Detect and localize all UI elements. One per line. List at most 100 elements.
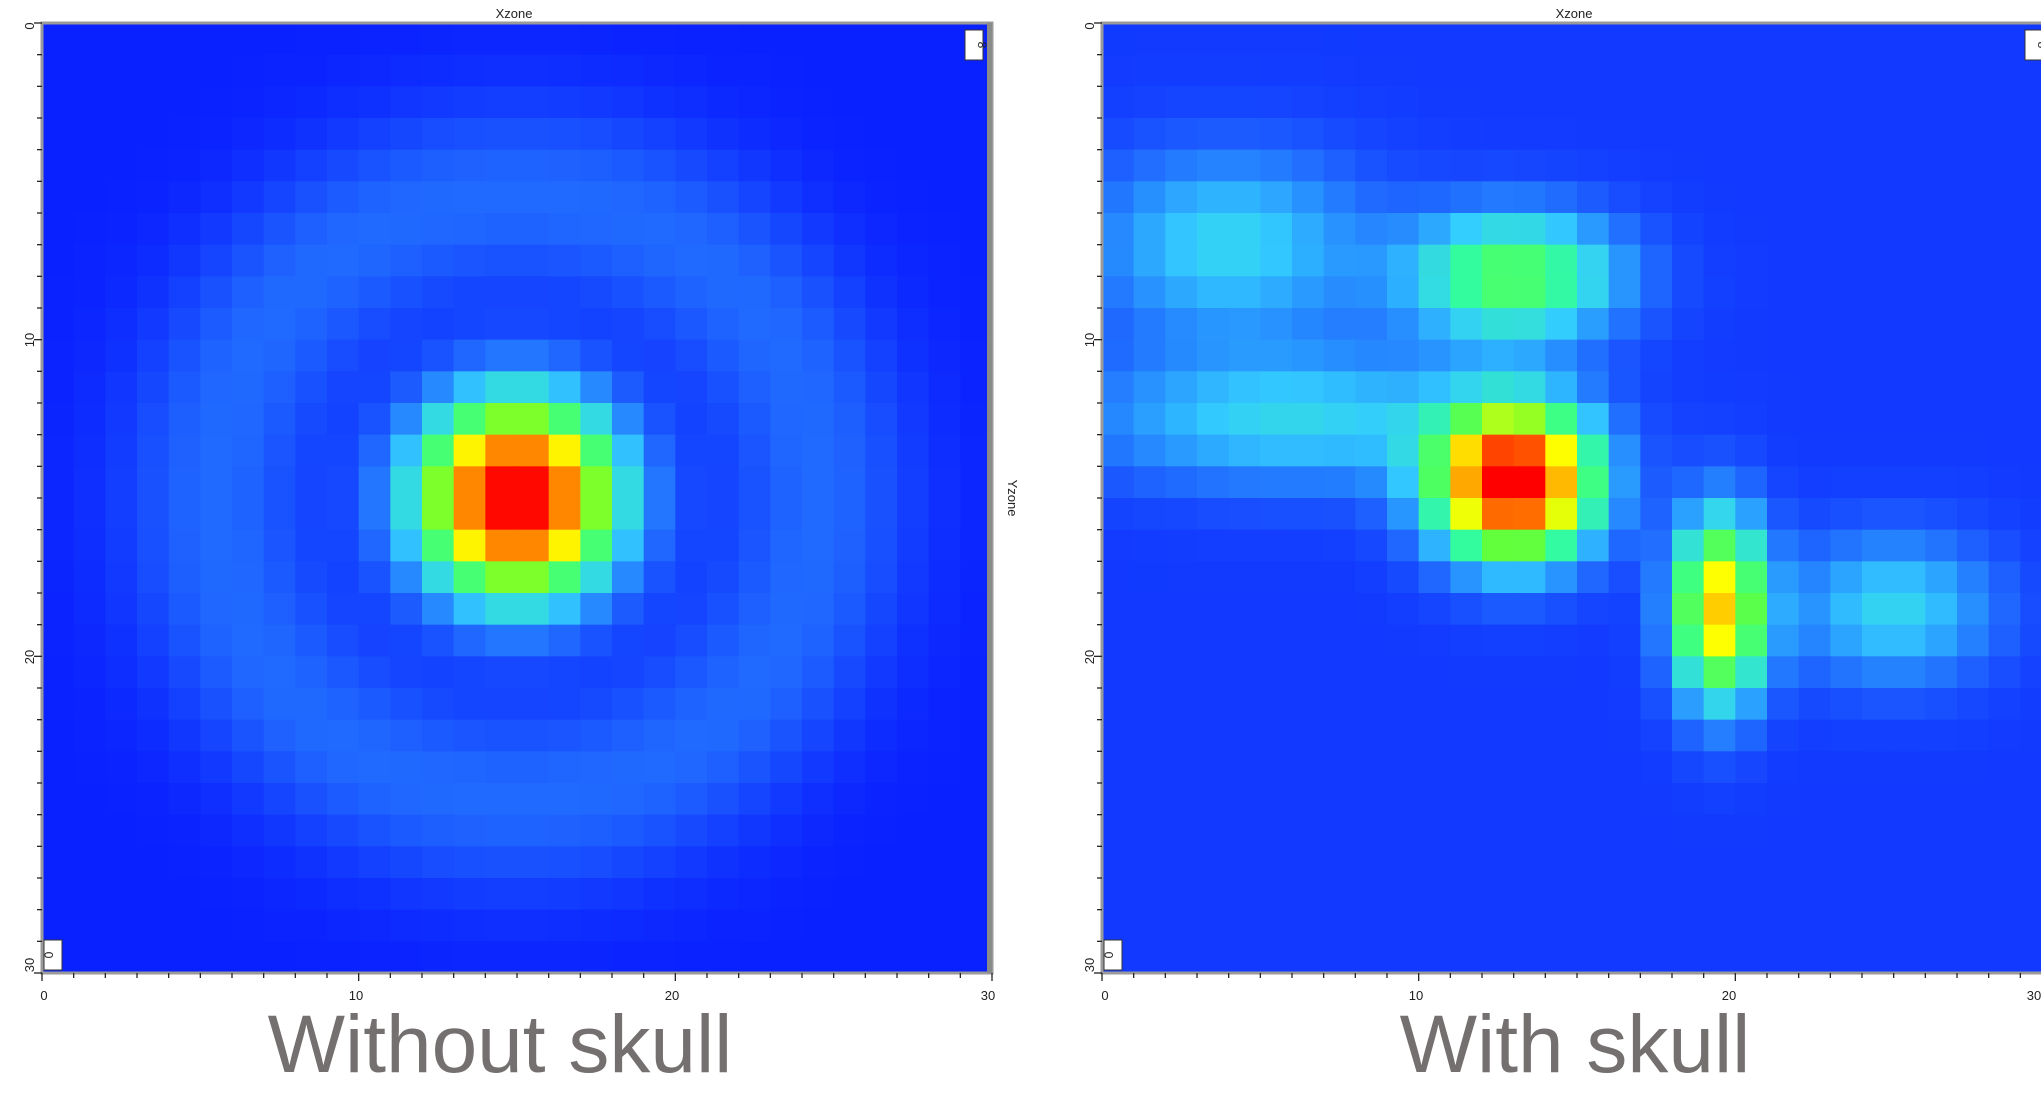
heatmap-cell	[643, 118, 676, 151]
heatmap-cell	[1387, 814, 1420, 847]
heatmap-cell	[1260, 719, 1293, 752]
heatmap-cell	[105, 371, 138, 404]
heatmap-cell	[580, 529, 613, 562]
heatmap-cell	[1133, 434, 1166, 467]
heatmap-cell	[200, 149, 233, 182]
heatmap-cell	[200, 308, 233, 341]
heatmap-cell	[1577, 878, 1610, 911]
heatmap-cell	[42, 276, 75, 309]
heatmap-cell	[105, 434, 138, 467]
heatmap-cell	[865, 86, 898, 119]
heatmap-cell	[1703, 244, 1736, 277]
heatmap-cell	[897, 403, 930, 436]
heatmap-cell	[770, 371, 803, 404]
heatmap-cell	[168, 846, 201, 879]
heatmap-cell	[1830, 371, 1863, 404]
heatmap-cell	[105, 118, 138, 151]
heatmap-cell	[295, 371, 328, 404]
heatmap-cell	[1830, 529, 1863, 562]
heatmap-cell	[548, 814, 581, 847]
heatmap-cell	[1577, 371, 1610, 404]
heatmap-cell	[1862, 498, 1895, 531]
heatmap-cell	[422, 308, 455, 341]
heatmap-cell	[1545, 339, 1578, 372]
heatmap-cell	[232, 751, 265, 784]
heatmap-cell	[1672, 593, 1705, 626]
heatmap-cell	[263, 149, 296, 182]
heatmap-cell	[675, 878, 708, 911]
heatmap-cell	[73, 878, 106, 911]
heatmap-cell	[1988, 624, 2021, 657]
heatmap-cell	[1355, 624, 1388, 657]
heatmap-cell	[707, 529, 740, 562]
heatmap-cell	[1197, 371, 1230, 404]
heatmap-cell	[1577, 783, 1610, 816]
heatmap-cell	[548, 308, 581, 341]
heatmap-cell	[612, 751, 645, 784]
heatmap-cell	[1608, 118, 1641, 151]
heatmap-cell	[1735, 941, 1768, 974]
heatmap-cell	[928, 529, 961, 562]
heatmap-cell	[1228, 86, 1261, 119]
heatmap-cell	[295, 719, 328, 752]
heatmap-cell	[675, 846, 708, 879]
heatmap-cell	[1450, 878, 1483, 911]
heatmap-cell	[612, 403, 645, 436]
heatmap-cell	[263, 339, 296, 372]
heatmap-cell	[232, 846, 265, 879]
heatmap-cell	[200, 118, 233, 151]
heatmap-cell	[1545, 941, 1578, 974]
heatmap-cell	[73, 23, 106, 56]
heatmap-cell	[105, 403, 138, 436]
heatmap-cell	[1228, 941, 1261, 974]
heatmap-cell	[1133, 213, 1166, 246]
heatmap-cell	[390, 434, 423, 467]
heatmap-cell	[643, 244, 676, 277]
heatmap-cell	[1703, 403, 1736, 436]
heatmap-cell	[295, 213, 328, 246]
heatmap-cell	[548, 656, 581, 689]
heatmap-cell	[1513, 466, 1546, 499]
heatmap-cell	[897, 751, 930, 784]
heatmap-cell	[327, 244, 360, 277]
heatmap-cell	[1450, 498, 1483, 531]
heatmap-cell	[1197, 656, 1230, 689]
heatmap-cell	[1925, 339, 1958, 372]
heatmap-cell	[865, 751, 898, 784]
heatmap-cell	[1197, 624, 1230, 657]
heatmap-cell	[580, 814, 613, 847]
heatmap-cell	[1672, 276, 1705, 309]
heatmap-cell	[865, 561, 898, 594]
heatmap-cell	[1925, 403, 1958, 436]
heatmap-cell	[1577, 118, 1610, 151]
heatmap-cell	[1767, 624, 1800, 657]
heatmap-cell	[327, 54, 360, 87]
heatmap-cell	[327, 308, 360, 341]
heatmap-cell	[738, 244, 771, 277]
heatmap-cell	[928, 624, 961, 657]
heatmap-cell	[453, 149, 486, 182]
heatmap-cell	[390, 561, 423, 594]
heatmap-cell	[1450, 86, 1483, 119]
heatmap-cell	[105, 213, 138, 246]
heatmap-cell	[2020, 339, 2041, 372]
heatmap-cell	[1608, 656, 1641, 689]
heatmap-cell	[675, 371, 708, 404]
heatmap-cell	[1228, 339, 1261, 372]
heatmap-cell	[263, 276, 296, 309]
heatmap-cell	[1703, 339, 1736, 372]
heatmap-cell	[1387, 149, 1420, 182]
x-tick-label-30: 30	[2027, 988, 2041, 1003]
heatmap-cell	[168, 878, 201, 911]
heatmap-cell	[232, 213, 265, 246]
heatmap-cell	[1925, 86, 1958, 119]
heatmap-cell	[263, 54, 296, 87]
heatmap-cell	[1925, 23, 1958, 56]
heatmap-cell	[833, 814, 866, 847]
heatmap-cell	[548, 909, 581, 942]
heatmap-cell	[2020, 593, 2041, 626]
heatmap-cell	[1988, 814, 2021, 847]
heatmap-cell	[1988, 688, 2021, 721]
heatmap-cell	[1925, 624, 1958, 657]
heatmap-cell	[485, 86, 518, 119]
